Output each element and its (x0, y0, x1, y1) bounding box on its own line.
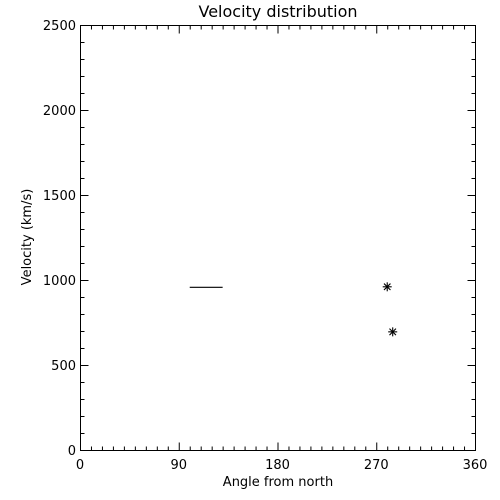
y-axis-label: Velocity (km/s) (20, 189, 35, 286)
data-point-asterisk (382, 282, 392, 292)
x-tick-label: 0 (76, 458, 84, 473)
x-tick-label: 180 (265, 458, 290, 473)
asterisk-stroke (389, 328, 397, 336)
x-tick-label: 360 (463, 458, 488, 473)
data-marks (189, 282, 398, 337)
x-tick-label: 270 (364, 458, 389, 473)
asterisk-stroke (383, 283, 391, 291)
y-tick-label: 500 (51, 359, 76, 374)
y-tick-label: 2500 (43, 19, 76, 34)
x-tick-label: 90 (170, 458, 187, 473)
y-tick-label: 1500 (43, 189, 76, 204)
axis-ticks (80, 25, 476, 451)
chart-title: Velocity distribution (198, 2, 357, 21)
data-point-asterisk (388, 327, 398, 337)
y-tick-label: 2000 (43, 104, 76, 119)
axis-tick-labels: 0 90 180 270 360 0 500 1000 1500 2000 2500 (43, 19, 488, 473)
y-tick-label: 1000 (43, 274, 76, 289)
x-axis-label: Angle from north (223, 475, 333, 490)
y-tick-label: 0 (68, 444, 76, 459)
